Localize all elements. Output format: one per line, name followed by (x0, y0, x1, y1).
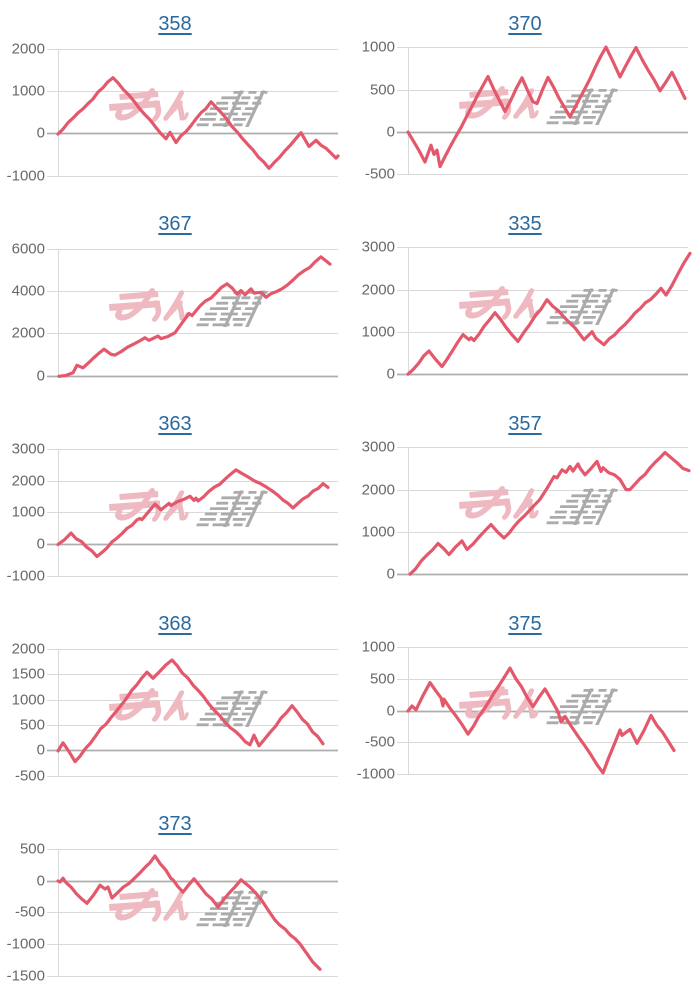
svg-text:1000: 1000 (362, 523, 395, 540)
svg-text:2000: 2000 (362, 281, 395, 298)
svg-text:1500: 1500 (12, 665, 45, 682)
svg-text:0: 0 (387, 123, 395, 140)
svg-text:-1000: -1000 (7, 167, 45, 184)
svg-text:1000: 1000 (12, 503, 45, 520)
svg-text:2000: 2000 (12, 640, 45, 657)
svg-text:2000: 2000 (12, 40, 45, 57)
svg-text:0: 0 (37, 124, 45, 141)
svg-text:500: 500 (370, 81, 395, 98)
svg-text:1000: 1000 (362, 638, 395, 655)
svg-text:-500: -500 (15, 903, 45, 920)
svg-text:0: 0 (37, 872, 45, 889)
svg-text:3000: 3000 (362, 438, 395, 455)
svg-text:0: 0 (37, 741, 45, 758)
svg-text:6000: 6000 (12, 240, 45, 257)
svg-text:3000: 3000 (362, 238, 395, 255)
svg-text:4000: 4000 (12, 282, 45, 299)
svg-text:1000: 1000 (12, 691, 45, 708)
svg-text:0: 0 (387, 702, 395, 719)
svg-text:3000: 3000 (12, 440, 45, 457)
svg-text:0: 0 (37, 367, 45, 384)
svg-text:500: 500 (370, 670, 395, 687)
svg-text:-1000: -1000 (7, 935, 45, 952)
svg-text:-500: -500 (15, 767, 45, 784)
svg-text:0: 0 (37, 535, 45, 552)
svg-text:2000: 2000 (12, 324, 45, 341)
svg-text:500: 500 (20, 840, 45, 857)
svg-text:0: 0 (387, 565, 395, 582)
svg-text:500: 500 (20, 716, 45, 733)
svg-text:2000: 2000 (362, 481, 395, 498)
svg-text:-500: -500 (365, 733, 395, 750)
svg-text:-1000: -1000 (357, 765, 395, 782)
svg-text:0: 0 (387, 365, 395, 382)
svg-text:-1000: -1000 (7, 567, 45, 584)
svg-text:1000: 1000 (362, 323, 395, 340)
svg-text:-500: -500 (365, 165, 395, 182)
svg-text:1000: 1000 (12, 82, 45, 99)
svg-text:-1500: -1500 (7, 967, 45, 984)
svg-text:1000: 1000 (362, 38, 395, 55)
svg-text:2000: 2000 (12, 472, 45, 489)
